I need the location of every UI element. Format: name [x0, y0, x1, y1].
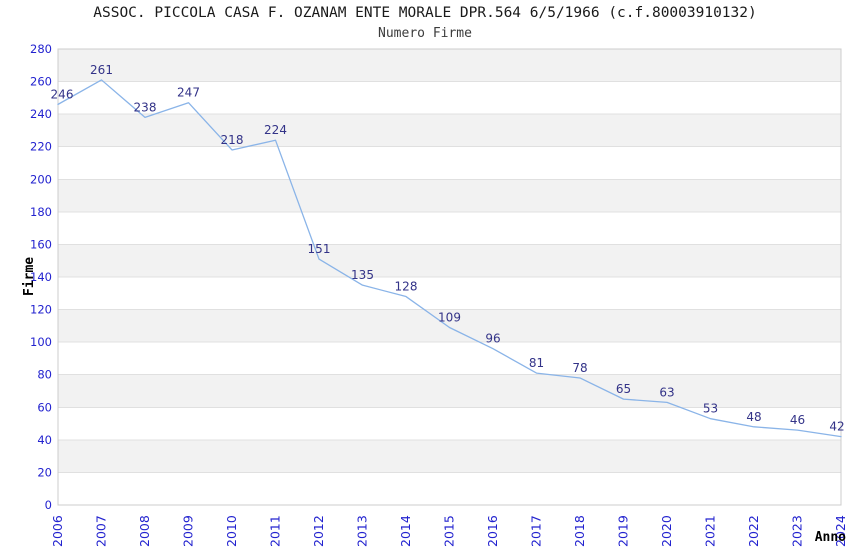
data-point-label: 109	[438, 310, 461, 324]
data-line	[57, 79, 842, 438]
data-point-label: 218	[221, 133, 244, 147]
x-tick-label: 2008	[137, 515, 152, 547]
band-row	[58, 374, 841, 408]
x-tick-label: 2021	[703, 515, 718, 547]
y-axis-tick-labels: 0 20 40 60 80 100 120 140 160 180 200 220 240 260 280	[30, 42, 52, 512]
y-axis-title: Firme	[22, 257, 37, 296]
data-point-label: 42	[829, 420, 844, 434]
x-tick-label: 2022	[746, 515, 761, 547]
x-tick-label: 2015	[442, 515, 457, 547]
y-tick-label: 220	[30, 140, 52, 154]
data-point-label: 96	[485, 332, 500, 346]
x-tick-label: 2024	[833, 515, 848, 547]
data-point-label: 261	[90, 63, 113, 77]
y-tick-label: 180	[30, 205, 52, 219]
data-point-label: 238	[134, 100, 157, 114]
x-tick-label: 2012	[311, 515, 326, 547]
x-tick-label: 2016	[485, 515, 500, 547]
data-point-label: 247	[177, 86, 200, 100]
y-tick-label: 260	[30, 75, 52, 89]
x-tick-label: 2009	[181, 515, 196, 547]
x-axis-title: Anno	[815, 530, 846, 545]
band-row	[58, 49, 841, 82]
y-tick-label: 40	[37, 433, 52, 447]
y-tick-label: 280	[30, 42, 52, 56]
y-tick-label: 200	[30, 172, 52, 186]
data-point-label: 135	[351, 268, 374, 282]
y-tick-label: 100	[30, 335, 52, 349]
y-tick-label: 80	[37, 368, 52, 382]
x-tick-label: 2014	[398, 515, 413, 547]
x-axis-tick-labels: 2006 2007 2008 2009 2010 2011 2012 2013 2014 2015…	[50, 515, 848, 547]
plot-bands	[58, 49, 841, 473]
data-point-label: 246	[51, 87, 74, 101]
chart-subtitle: Numero Firme	[378, 26, 472, 41]
data-point-labels: 246 261 238 247 218 224 151 135 128 109 96 81 78 65 63…	[51, 63, 845, 434]
plot-border	[57, 48, 842, 506]
band-row	[58, 439, 841, 473]
data-point-label: 46	[790, 413, 805, 427]
y-tick-label: 120	[30, 303, 52, 317]
x-tick-label: 2010	[224, 515, 239, 547]
x-tick-label: 2019	[616, 515, 631, 547]
data-point-label: 78	[572, 361, 587, 375]
band-row	[58, 179, 841, 212]
x-tick-label: 2007	[94, 515, 109, 547]
x-tick-label: 2006	[50, 515, 65, 547]
band-row	[58, 114, 841, 147]
band-row	[58, 244, 841, 277]
x-tick-label: 2018	[572, 515, 587, 547]
y-tick-label: 20	[37, 465, 52, 479]
x-tick-label: 2023	[790, 515, 805, 547]
y-tick-label: 0	[45, 498, 52, 512]
y-tick-label: 160	[30, 237, 52, 251]
data-point-label: 81	[529, 356, 544, 370]
data-point-label: 224	[264, 123, 287, 137]
x-tick-label: 2013	[355, 515, 370, 547]
x-tick-label: 2011	[268, 515, 283, 547]
data-point-label: 63	[659, 385, 674, 399]
y-tick-label: 240	[30, 107, 52, 121]
data-point-label: 128	[395, 280, 418, 294]
chart-title: ASSOC. PICCOLA CASA F. OZANAM ENTE MORAL…	[93, 5, 757, 21]
x-tick-label: 2017	[529, 515, 544, 547]
plot-gridlines	[58, 81, 841, 473]
data-point-label: 151	[308, 242, 331, 256]
data-point-label: 48	[746, 410, 761, 424]
y-tick-label: 140	[30, 270, 52, 284]
data-point-label: 53	[703, 402, 718, 416]
band-row	[58, 309, 841, 343]
y-tick-label: 60	[37, 400, 52, 414]
x-tick-label: 2020	[659, 515, 674, 547]
data-point-label: 65	[616, 382, 631, 396]
